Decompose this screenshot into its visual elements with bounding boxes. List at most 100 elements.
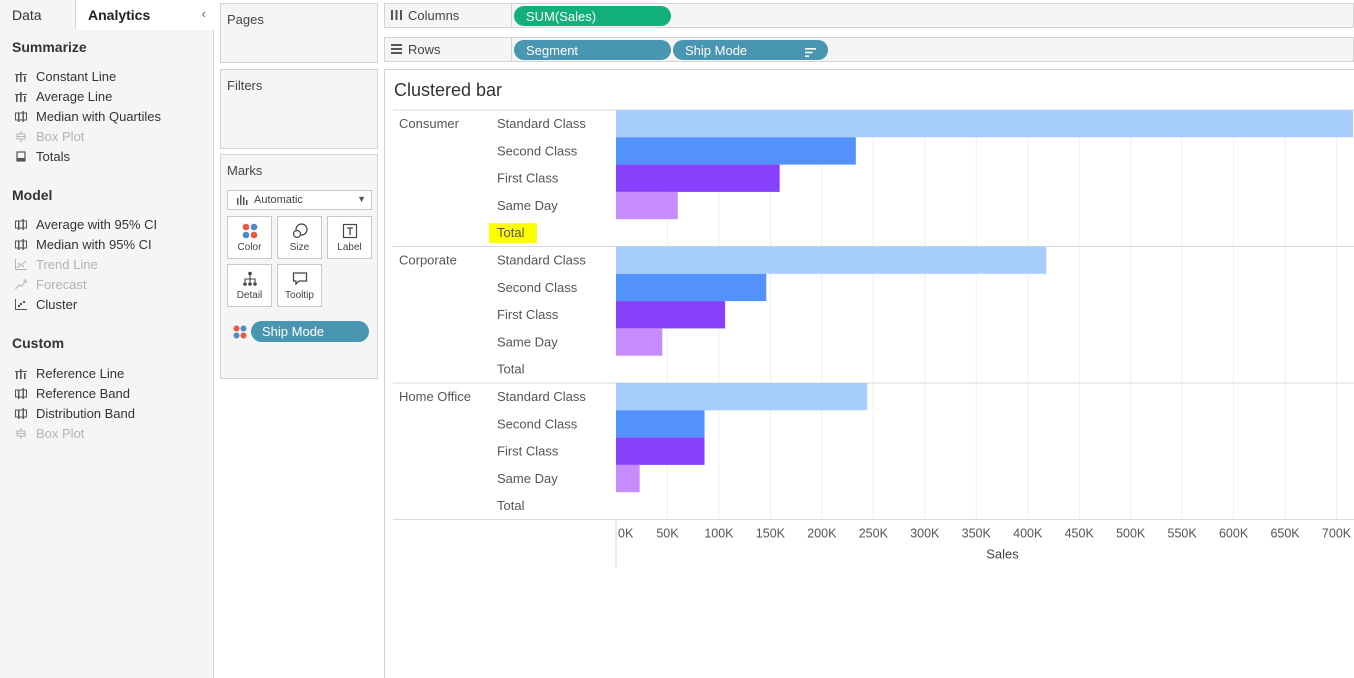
rows-shelf[interactable]: Rows Segment Ship Mode <box>384 37 1354 62</box>
columns-shelf[interactable]: Columns SUM(Sales) <box>384 3 1354 28</box>
label-icon <box>328 223 371 239</box>
analytics-item-average-with-95-ci[interactable]: Average with 95% CI <box>14 215 157 233</box>
section-title-summarize: Summarize <box>12 39 87 55</box>
section-title-model: Model <box>12 187 53 203</box>
detail-button[interactable]: Detail <box>227 264 272 307</box>
row-label: First Class <box>497 444 559 459</box>
analytics-item-label: Distribution Band <box>36 405 135 421</box>
label-button[interactable]: Label <box>327 216 372 259</box>
x-tick-label: 300K <box>910 527 940 541</box>
sort-descending-icon[interactable] <box>805 45 816 60</box>
size-button-label: Size <box>289 242 310 253</box>
analytics-item-label: Forecast <box>36 276 87 292</box>
tooltip-button-label: Tooltip <box>285 290 314 301</box>
pages-card[interactable]: Pages <box>220 3 378 63</box>
segment-label: Consumer <box>399 116 460 131</box>
analytics-item-trend-line: Trend Line <box>14 255 98 273</box>
chart-title: Clustered bar <box>394 80 503 100</box>
row-label: Standard Class <box>497 389 586 404</box>
analytics-item-distribution-band[interactable]: Distribution Band <box>14 404 135 422</box>
bar <box>616 328 663 356</box>
x-tick-label: 600K <box>1219 527 1249 541</box>
reference-line-icon <box>14 367 28 379</box>
analytics-item-median-with-95-ci[interactable]: Median with 95% CI <box>14 235 152 253</box>
pane-tabs: Data Analytics ‹ <box>0 0 214 30</box>
columns-label-text: Columns <box>408 8 460 23</box>
bar <box>616 273 767 302</box>
analytics-item-reference-band[interactable]: Reference Band <box>14 384 130 402</box>
band-icon <box>14 110 28 122</box>
analytics-item-box-plot: Box Plot <box>14 127 84 145</box>
filters-card-title: Filters <box>227 78 263 93</box>
x-tick-label: 500K <box>1116 527 1146 541</box>
color-icon <box>228 223 271 239</box>
segment-label: Corporate <box>399 253 457 268</box>
columns-icon <box>391 10 402 23</box>
bar-mark-icon <box>237 195 248 208</box>
analytics-item-label: Totals <box>36 148 70 164</box>
analytics-item-reference-line[interactable]: Reference Line <box>14 364 124 382</box>
tooltip-button[interactable]: Tooltip <box>277 264 322 307</box>
analytics-item-median-with-quartiles[interactable]: Median with Quartiles <box>14 107 161 125</box>
x-tick-label: 200K <box>807 527 837 541</box>
analytics-item-constant-line[interactable]: Constant Line <box>14 67 116 85</box>
analytics-item-average-line[interactable]: Average Line <box>14 87 112 105</box>
analytics-item-cluster[interactable]: Cluster <box>14 295 77 313</box>
bar <box>616 301 726 329</box>
size-icon <box>278 223 321 239</box>
row-label: Second Class <box>497 280 578 295</box>
size-button[interactable]: Size <box>277 216 322 259</box>
marks-card-title: Marks <box>227 163 263 178</box>
x-tick-label: 50K <box>656 527 679 541</box>
ship-mode-pill-label: Ship Mode <box>685 43 748 58</box>
row-label: Same Day <box>497 198 558 213</box>
box-plot-icon <box>14 427 28 439</box>
row-label: First Class <box>497 171 559 186</box>
band-icon <box>14 387 28 399</box>
x-tick-label: 350K <box>962 527 992 541</box>
section-title-custom: Custom <box>12 335 65 351</box>
bar <box>616 110 1353 138</box>
sum-sales-pill[interactable]: SUM(Sales) <box>514 6 671 26</box>
x-tick-label: 700K <box>1322 527 1352 541</box>
row-label: Standard Class <box>497 253 586 268</box>
collapse-pane-icon[interactable]: ‹ <box>201 6 206 21</box>
tab-data[interactable]: Data <box>0 0 76 29</box>
color-button-label: Color <box>237 242 262 253</box>
row-label: First Class <box>497 307 559 322</box>
bar <box>616 437 705 465</box>
x-tick-label: 0K <box>618 527 634 541</box>
analytics-item-totals[interactable]: Totals <box>14 147 70 165</box>
detail-button-label: Detail <box>236 290 263 301</box>
bar <box>616 137 856 165</box>
analytics-item-label: Box Plot <box>36 128 85 144</box>
forecast-icon <box>14 278 28 290</box>
segment-pill[interactable]: Segment <box>514 40 671 60</box>
marks-card: Marks Automatic ▼ Color Size Label Detai… <box>220 154 378 379</box>
detail-icon <box>228 271 271 287</box>
x-tick-label: 450K <box>1065 527 1095 541</box>
rows-label-text: Rows <box>408 42 441 57</box>
row-label: Same Day <box>497 334 558 349</box>
row-label: Second Class <box>497 416 578 431</box>
bar <box>616 464 640 493</box>
bar <box>616 164 780 192</box>
color-field-pill[interactable]: Ship Mode <box>251 321 369 342</box>
mark-type-dropdown[interactable]: Automatic ▼ <box>227 190 372 210</box>
ship-mode-pill[interactable]: Ship Mode <box>673 40 828 60</box>
trend-line-icon <box>14 258 28 270</box>
tab-analytics[interactable]: Analytics ‹ <box>76 0 214 30</box>
filters-card[interactable]: Filters <box>220 69 378 149</box>
row-label: Same Day <box>497 471 558 486</box>
x-tick-label: 650K <box>1270 527 1300 541</box>
box-plot-icon <box>14 130 28 142</box>
analytics-item-label: Average Line <box>36 88 113 104</box>
analytics-item-label: Trend Line <box>36 256 98 272</box>
band-icon <box>14 218 28 230</box>
color-button[interactable]: Color <box>227 216 272 259</box>
band-icon <box>14 238 28 250</box>
analytics-item-label: Median with 95% CI <box>36 236 152 252</box>
tooltip-icon <box>278 271 321 287</box>
cluster-icon <box>14 298 28 310</box>
chevron-down-icon: ▼ <box>357 194 366 204</box>
